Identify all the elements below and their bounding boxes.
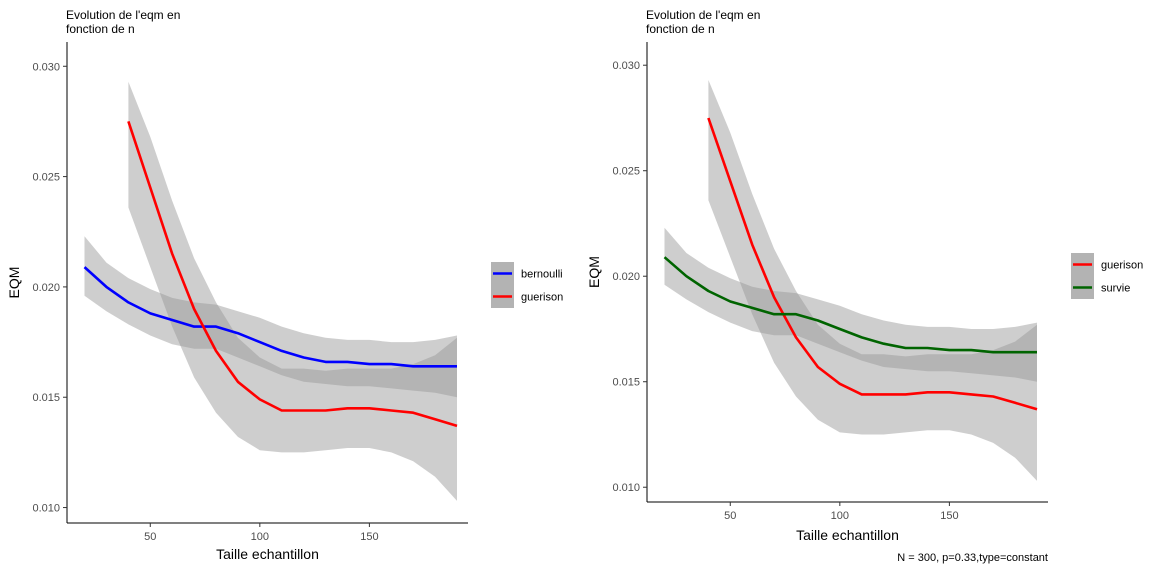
confidence-band-guerison [128, 81, 457, 501]
y-axis-label: EQM [6, 267, 22, 299]
y-tick-label: 0.030 [612, 60, 640, 72]
x-tick-label: 150 [360, 531, 378, 543]
y-tick-label: 0.015 [612, 377, 640, 389]
confidence-bands [664, 80, 1037, 481]
y-tick-label: 0.015 [32, 392, 60, 404]
x-tick-label: 100 [831, 510, 849, 522]
confidence-band-guerison [708, 80, 1037, 481]
legend-label-guerison: guerison [1101, 260, 1143, 272]
x-axis-label: Taille echantillon [796, 527, 899, 543]
y-axis-label: EQM [586, 256, 602, 288]
legend: guerison survie [1071, 253, 1143, 299]
confidence-band-survie [664, 227, 1037, 382]
y-tick-label: 0.010 [612, 482, 640, 494]
legend: bernoulli guerison [491, 262, 563, 308]
confidence-bands [84, 81, 457, 501]
y-tick-label: 0.010 [32, 503, 60, 515]
x-tick-label: 50 [724, 510, 736, 522]
chart-caption: N = 300, p=0.33,type=constant [897, 552, 1048, 564]
series-line-guerison [127, 120, 458, 428]
legend-label-guerison: guerison [521, 292, 563, 304]
x-tick-label: 50 [144, 531, 156, 543]
x-tick-label: 150 [940, 510, 958, 522]
y-tick-label: 0.025 [612, 166, 640, 178]
chart-title-line-1: Evolution de l'eqm en [646, 8, 760, 22]
series-lines [83, 120, 458, 428]
y-tick-label: 0.020 [32, 282, 60, 294]
y-tick-label: 0.030 [32, 61, 60, 73]
y-tick-label: 0.020 [612, 271, 640, 283]
series-line-survie [663, 256, 1037, 354]
chart-title-line-2: fonction de n [66, 22, 135, 36]
legend-label-survie: survie [1101, 283, 1130, 295]
series-line-bernoulli [83, 266, 457, 368]
chart-title-line-1: Evolution de l'eqm en [66, 8, 180, 22]
y-tick-label: 0.025 [32, 172, 60, 184]
x-axis-label: Taille echantillon [216, 546, 319, 562]
series-line-guerison [707, 117, 1038, 411]
series-lines [663, 117, 1038, 411]
chart-title-line-2: fonction de n [646, 22, 715, 36]
legend-label-bernoulli: bernoulli [521, 269, 563, 281]
confidence-band-bernoulli [84, 236, 457, 398]
x-tick-label: 100 [251, 531, 269, 543]
